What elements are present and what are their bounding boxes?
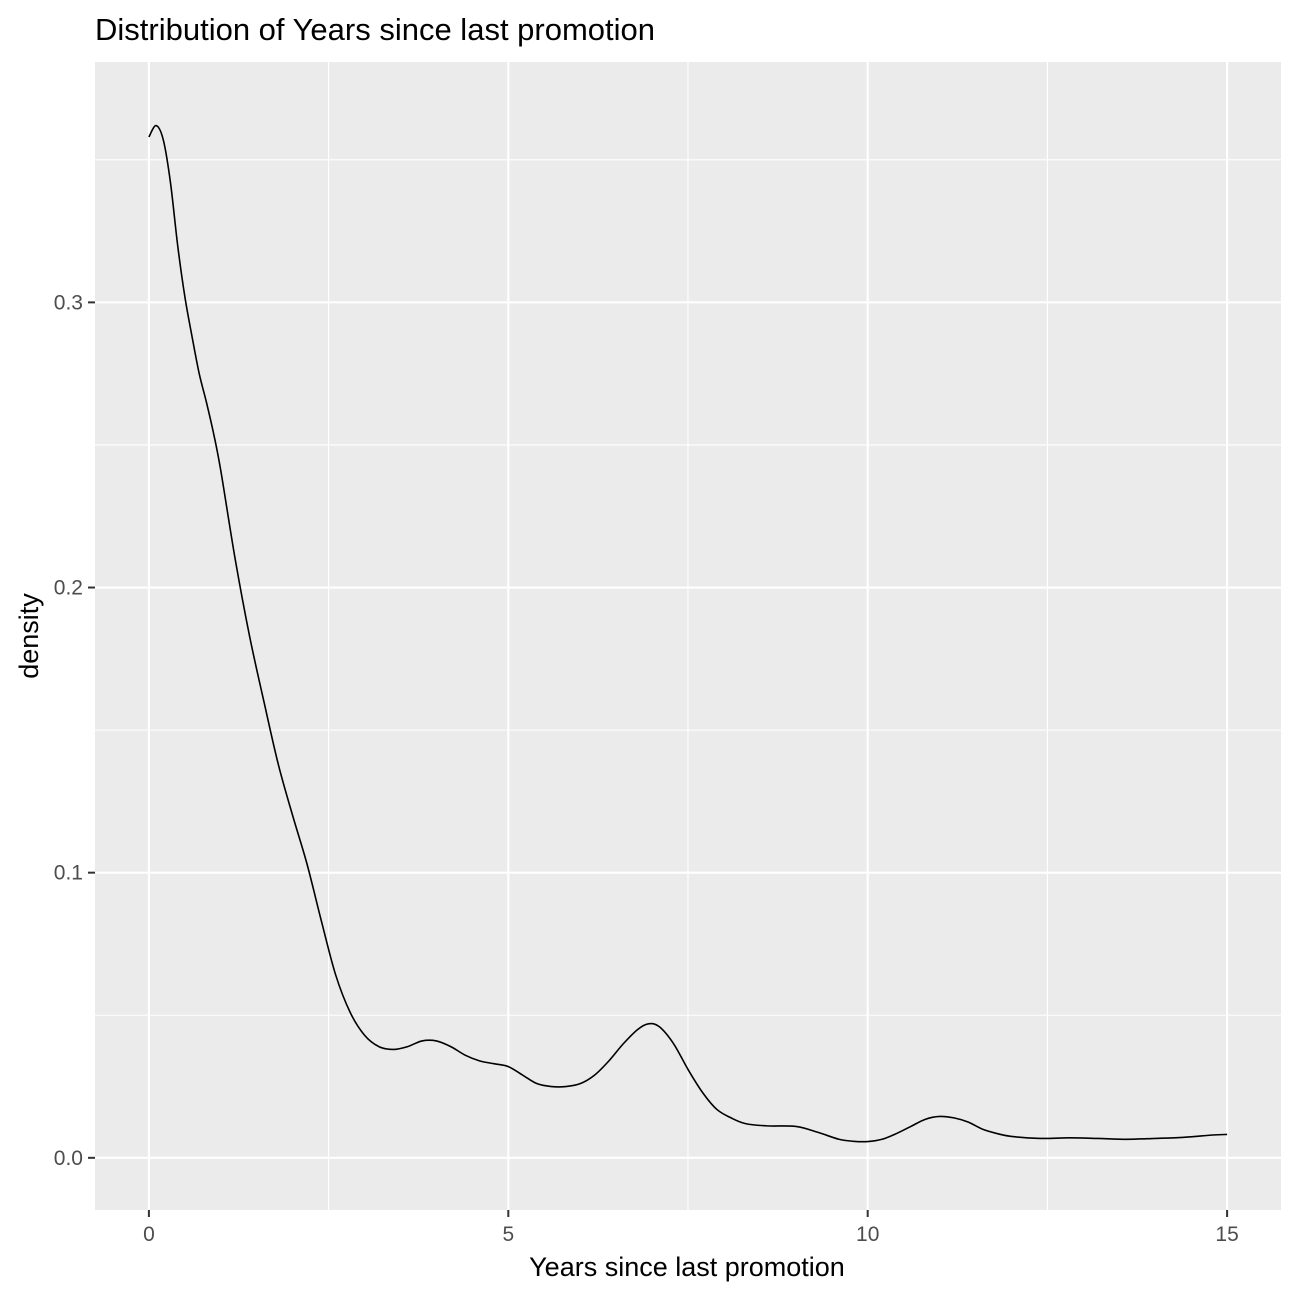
y-tick-label: 0.2	[54, 577, 83, 600]
y-tick-label: 0.3	[54, 291, 83, 314]
y-axis: 0.0 0.1 0.2 0.3	[54, 291, 95, 1170]
y-tick-label: 0.0	[54, 1147, 83, 1170]
x-tick-label: 15	[1215, 1223, 1238, 1246]
minor-gridlines	[95, 62, 1281, 1210]
density-curve	[148, 124, 1228, 1143]
y-tick-label: 0.1	[54, 862, 83, 885]
x-tick-label: 5	[502, 1223, 514, 1246]
x-tick-label: 10	[856, 1223, 879, 1246]
x-axis: 0 5 10 15	[143, 1210, 1239, 1246]
x-axis-label: Years since last promotion	[529, 1252, 845, 1282]
x-tick-label: 0	[143, 1223, 155, 1246]
y-axis-label: density	[14, 593, 44, 679]
chart-title: Distribution of Years since last promoti…	[95, 12, 655, 47]
major-gridlines	[95, 62, 1281, 1210]
